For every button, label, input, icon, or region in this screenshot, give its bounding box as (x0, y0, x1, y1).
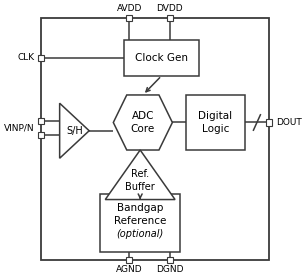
Text: DGND: DGND (156, 265, 183, 274)
Text: (optional): (optional) (116, 229, 164, 239)
Bar (126, 257, 132, 263)
Text: DOUT: DOUT (276, 118, 302, 127)
Bar (41, 18, 269, 260)
Text: Ref.
Buffer: Ref. Buffer (125, 169, 155, 192)
Bar (124, 40, 199, 76)
Polygon shape (60, 103, 89, 158)
Bar (167, 257, 173, 263)
Bar (266, 120, 272, 125)
Text: VINP/N: VINP/N (4, 123, 34, 133)
Text: AVDD: AVDD (117, 4, 142, 13)
Text: DVDD: DVDD (156, 4, 183, 13)
Bar (167, 15, 173, 21)
Text: AGND: AGND (116, 265, 143, 274)
Text: S/H: S/H (67, 126, 83, 136)
Bar (186, 95, 245, 150)
Text: ADC
Core: ADC Core (131, 111, 155, 134)
Bar (38, 132, 44, 138)
Bar (38, 118, 44, 124)
Bar (38, 55, 44, 61)
Bar (126, 15, 132, 21)
Text: Clock Gen: Clock Gen (135, 53, 188, 63)
Bar (100, 194, 181, 252)
Text: CLK: CLK (17, 53, 34, 62)
Text: Digital
Logic: Digital Logic (198, 111, 232, 134)
Polygon shape (105, 150, 175, 200)
Polygon shape (113, 95, 172, 150)
Text: Bandgap
Reference: Bandgap Reference (114, 203, 166, 226)
